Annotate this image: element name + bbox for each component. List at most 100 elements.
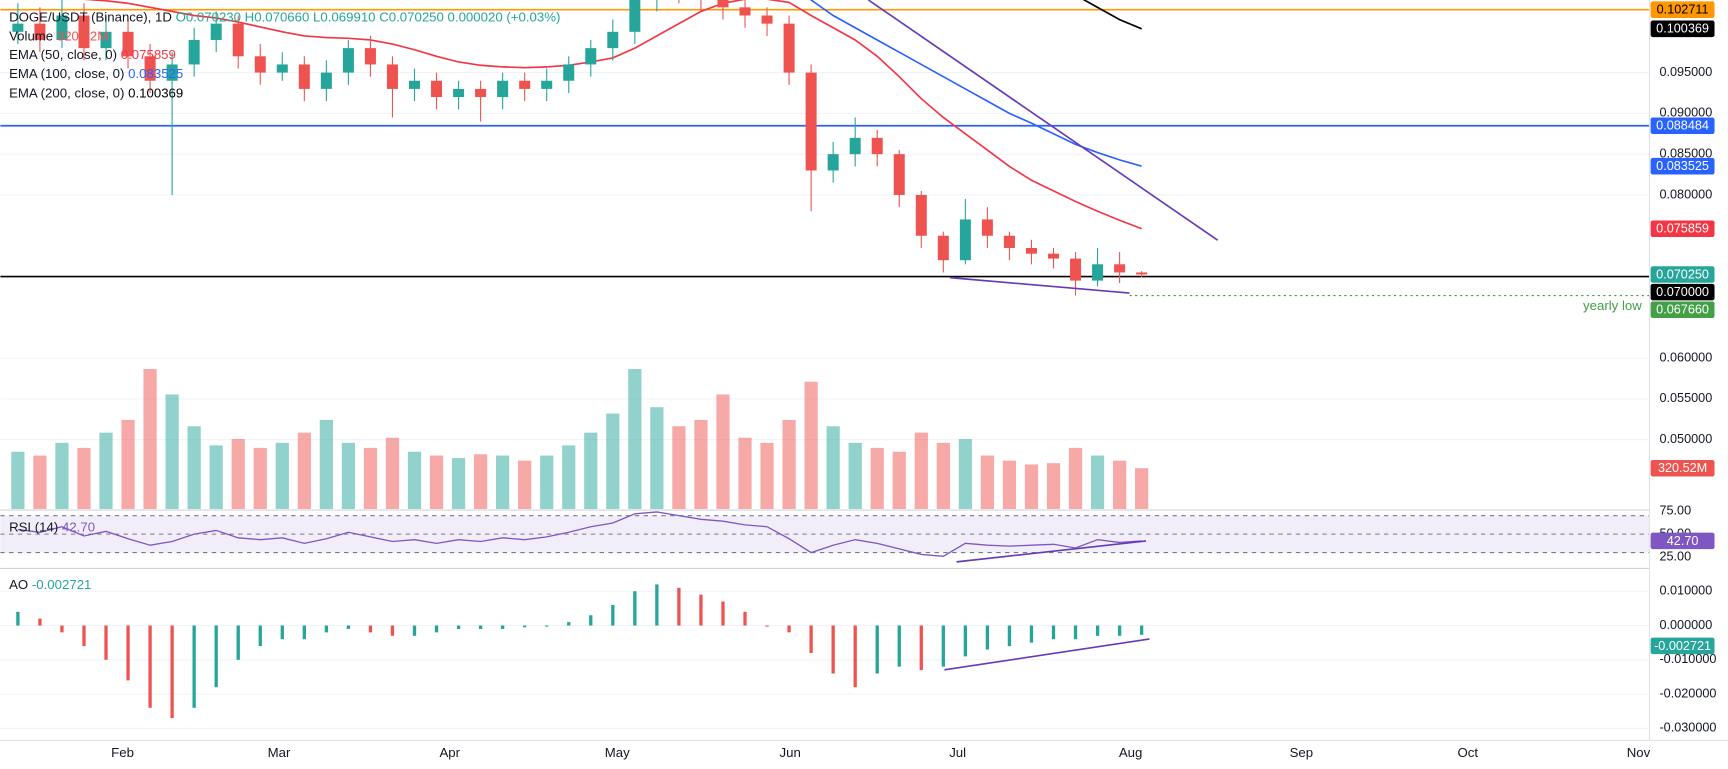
volume-bar [99,432,113,509]
trendlines [867,0,1219,671]
ao-bar [677,587,681,626]
name: EMA (100, close, 0) [9,65,124,80]
ao-bar [545,625,549,627]
name: Volume [9,28,53,43]
y-tick-label: -0.030000 [1659,721,1716,735]
candle-body [585,48,597,65]
legend-ema: EMA (200, close, 0) 0.100369 [9,85,183,100]
ao-bar [787,625,791,633]
ao-bar [236,625,240,660]
candle-body [783,23,795,73]
ao-bar [280,625,284,640]
price-label: 0.102711 [1657,3,1709,17]
candle-body [739,7,751,16]
x-tick-label: Nov [1627,745,1651,760]
ao-bar [214,625,218,688]
legend-volume: Volume 320.52M [9,28,108,43]
price-label: -0.002721 [1654,639,1711,653]
ao-bar [82,625,86,647]
volume-bar [1024,464,1039,509]
candle-body [298,64,310,89]
trendline [949,276,1130,294]
price-label: 0.083525 [1656,159,1709,173]
price-label: 0.070250 [1656,267,1709,281]
candle-body [915,194,927,236]
ao-bar [500,625,505,629]
ao-bar [611,604,615,626]
x-tick-label: Jul [949,745,966,760]
volume-bar [77,447,91,509]
y-tick-label: 25.00 [1659,550,1691,564]
price-label-box [1650,301,1715,318]
y-tick-label: 0.010000 [1659,584,1712,598]
ao-bar [390,625,395,636]
annotation: yearly low [1583,298,1642,313]
ao-bar [346,625,351,629]
ao-bar [765,625,769,627]
candle-body [871,137,883,155]
candle-body [56,15,68,40]
volume-bar [1135,468,1149,509]
ao-bar [985,625,990,650]
ao-bar [258,625,262,647]
name: RSI (14) [9,519,58,534]
volume-bar [1068,447,1083,509]
volume-bar [980,455,995,509]
y-tick-label: 0.060000 [1659,350,1712,364]
name: EMA (50, close, 0) [9,47,117,62]
candle-body [1003,235,1015,248]
candle-body [1114,264,1126,273]
ao-bar [434,625,439,633]
ao-bar [897,625,901,667]
x-tick-label: Jun [780,745,801,760]
candle-body [563,64,575,81]
volume-bar [870,447,884,509]
volume-bar [407,451,422,509]
ao-bar [1007,625,1012,647]
name: AO [9,577,28,592]
name: EMA (200, close, 0) [9,85,124,100]
legend-ao: AO -0.002721 [9,577,91,592]
rsi-line [17,511,1142,557]
volume-bar [451,458,466,509]
trendline [956,540,1147,563]
ao-bar [412,625,417,636]
value: 42.70 [62,519,95,534]
volume-bar [1112,460,1127,509]
ao-bar [456,625,461,629]
volume-bar [892,451,906,509]
ao-bar [589,615,593,626]
candle-body [629,0,641,32]
volume-bar [848,442,862,509]
volume-bar [319,419,333,509]
y-tick-label: 0.085000 [1659,147,1712,161]
volume-bar [518,460,532,509]
rsi-pane [0,511,1650,557]
value: 0.100369 [128,85,183,100]
price-label-box [1650,459,1715,477]
price-label: 0.070000 [1656,285,1709,299]
candle-body [607,31,619,49]
volume-bar [562,445,576,509]
ao-bar [1073,625,1078,640]
ao-bar [368,625,373,633]
volume-bar [760,442,774,509]
legend-ema: EMA (50, close, 0) 0.075859 [9,47,176,62]
legend: DOGE/USDT (Binance), 1D O0.070230 H0.070… [9,9,560,591]
candle-body [386,64,398,89]
candle-body [1070,258,1082,281]
value: 0.083525 [128,65,183,80]
candle-body [320,72,332,89]
x-tick-label: Aug [1119,745,1143,760]
y-tick-label: 75.00 [1659,503,1691,517]
price-label: 320.52M [1658,461,1707,475]
candle-body [1047,253,1060,259]
candle-body [937,235,949,261]
price-pane [0,0,1650,509]
price-label-box [1650,1,1715,18]
ao-bar [60,625,64,633]
grid [0,72,1650,729]
volume-bar [584,432,598,509]
ao-bar [148,625,152,708]
